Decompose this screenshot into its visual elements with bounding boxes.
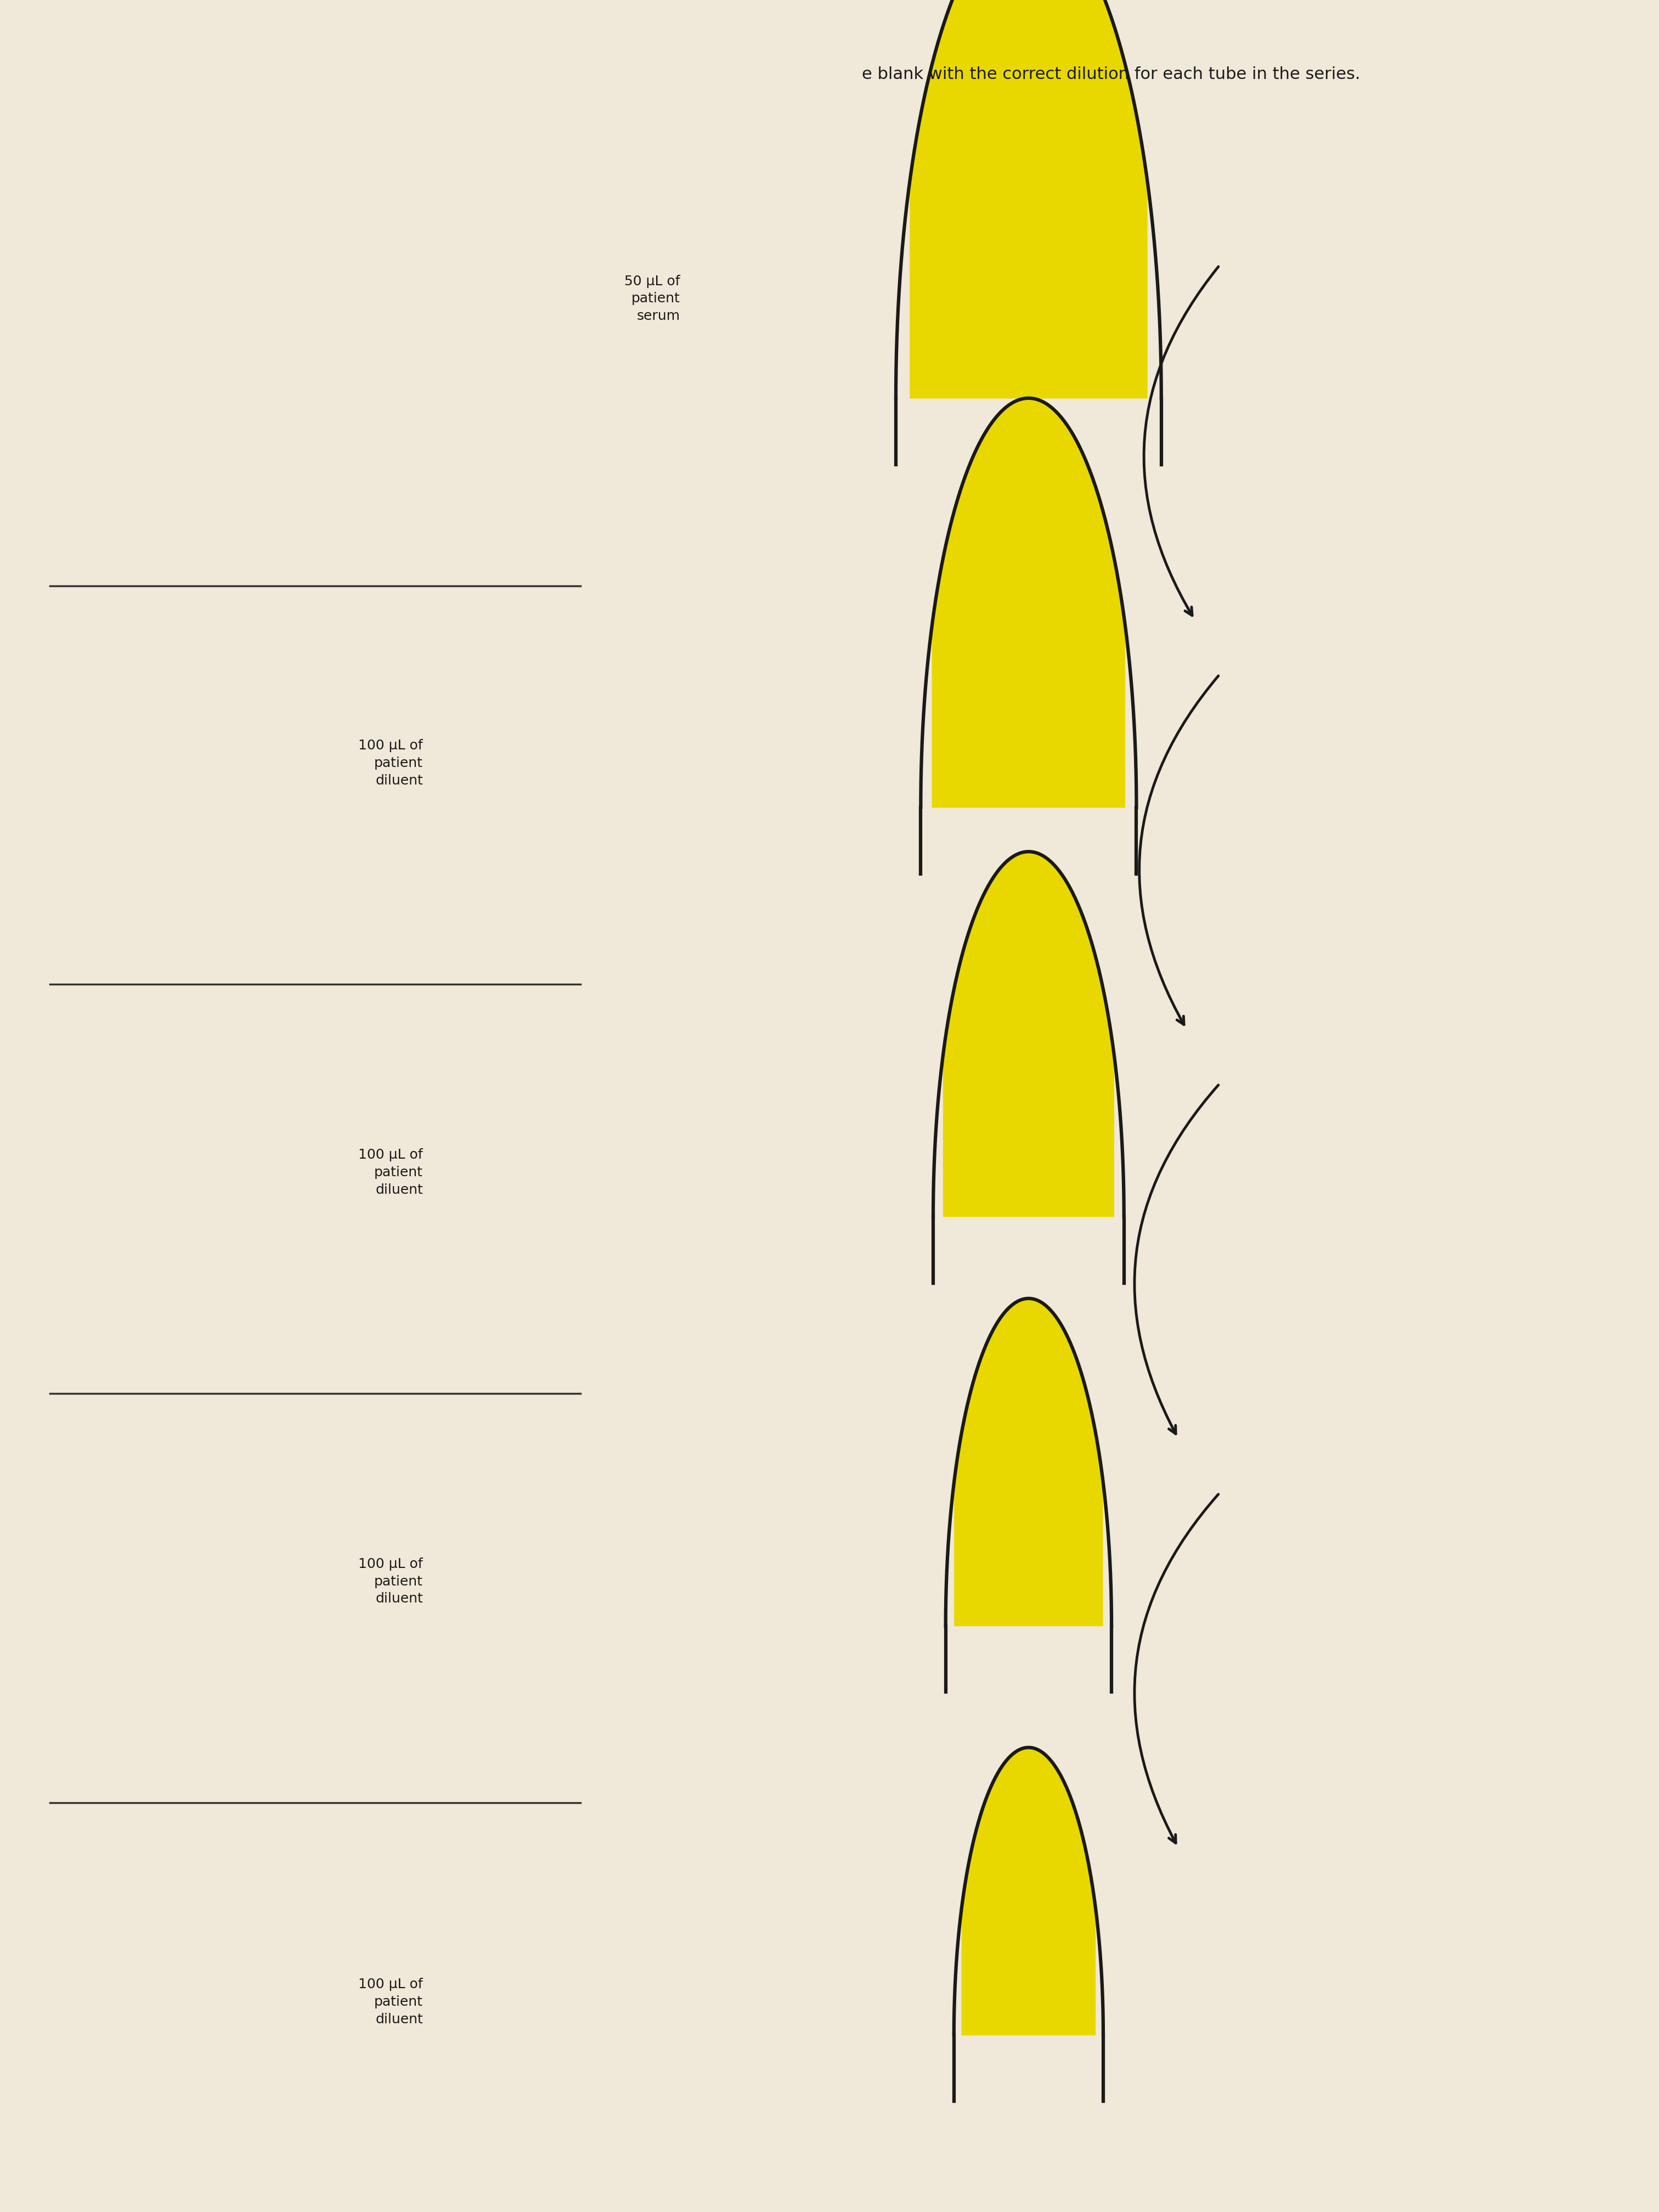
FancyArrowPatch shape	[1140, 677, 1218, 1024]
FancyArrowPatch shape	[1135, 1495, 1218, 1843]
Text: 100 µL of
patient
diluent: 100 µL of patient diluent	[358, 1557, 423, 1606]
FancyArrowPatch shape	[1145, 268, 1218, 615]
Polygon shape	[944, 852, 1113, 1217]
Polygon shape	[962, 1747, 1095, 2035]
Text: 100 µL of
patient
diluent: 100 µL of patient diluent	[358, 739, 423, 787]
Text: 50 µL of
patient
serum: 50 µL of patient serum	[624, 274, 680, 323]
FancyArrowPatch shape	[1135, 1086, 1218, 1433]
Polygon shape	[932, 398, 1125, 807]
Text: e blank with the correct dilution for each tube in the series.: e blank with the correct dilution for ea…	[863, 66, 1360, 82]
Text: 100 µL of
patient
diluent: 100 µL of patient diluent	[358, 1148, 423, 1197]
Polygon shape	[911, 0, 1146, 398]
Text: 100 µL of
patient
diluent: 100 µL of patient diluent	[358, 1978, 423, 2026]
Polygon shape	[954, 1298, 1103, 1626]
